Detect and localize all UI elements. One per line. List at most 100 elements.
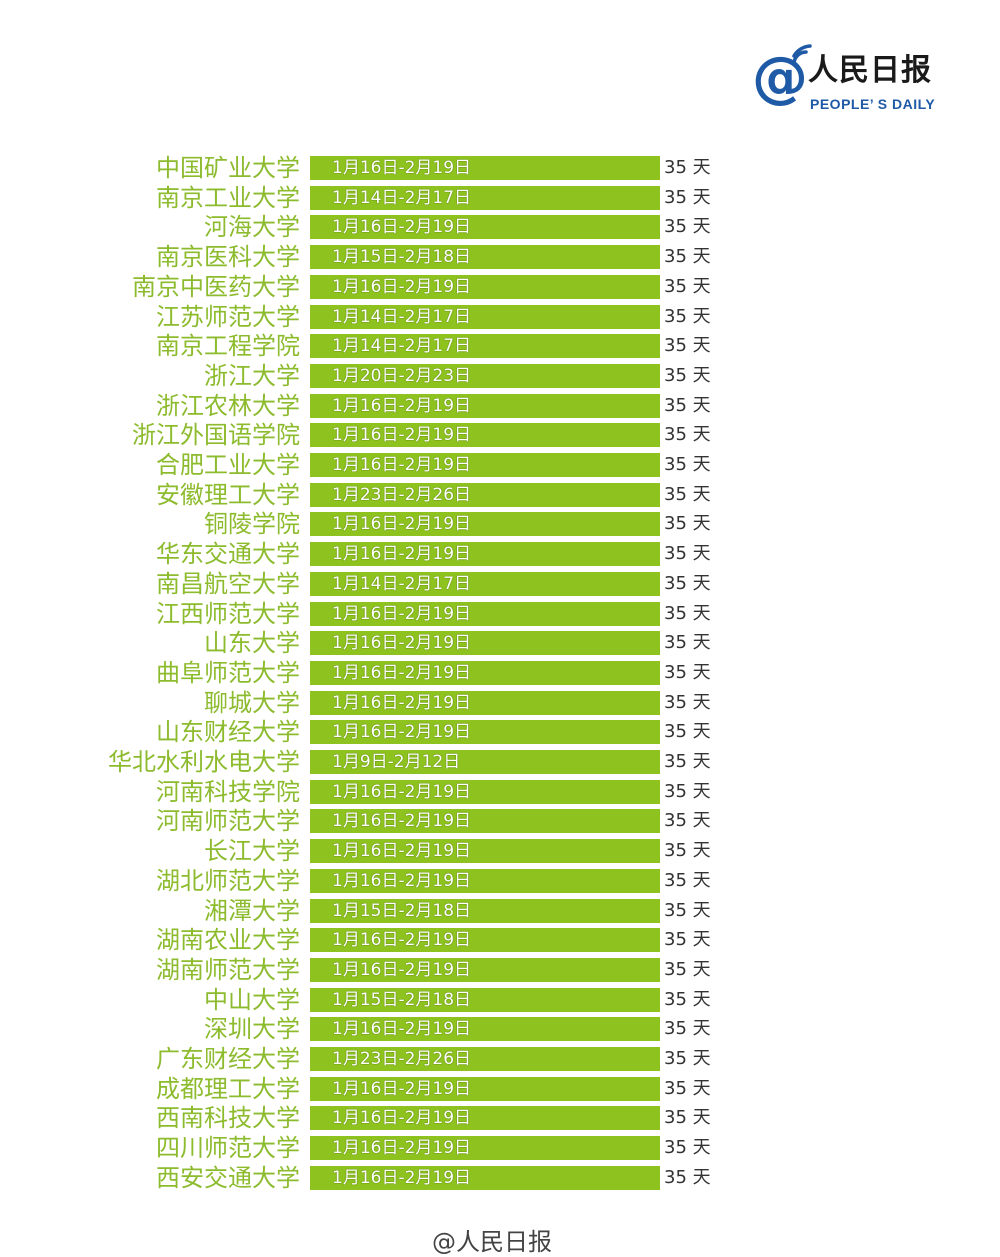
- bar: [310, 215, 660, 239]
- value-label: 35 天: [664, 157, 711, 178]
- bar: [310, 275, 660, 299]
- date-range-label: 1月16日-2月19日: [332, 514, 472, 534]
- value-label: 35 天: [664, 1167, 711, 1188]
- category-label: 西南科技大学: [156, 1104, 300, 1132]
- value-label: 35 天: [664, 781, 711, 802]
- chart-row: 四川师范大学 1月16日-2月19日 35 天: [0, 1134, 1000, 1162]
- value-label: 35 天: [664, 484, 711, 505]
- value-label: 35 天: [664, 810, 711, 831]
- date-range-label: 1月16日-2月19日: [332, 811, 472, 831]
- category-label: 合肥工业大学: [156, 451, 300, 479]
- chart-row: 长江大学 1月16日-2月19日 35 天: [0, 837, 1000, 865]
- category-label: 河南科技学院: [156, 778, 300, 806]
- value-label: 35 天: [664, 632, 711, 653]
- category-label: 中山大学: [204, 986, 300, 1014]
- chart-row: 广东财经大学 1月23日-2月26日 35 天: [0, 1045, 1000, 1073]
- date-range-label: 1月14日-2月17日: [332, 574, 472, 594]
- category-label: 广东财经大学: [156, 1045, 300, 1073]
- chart-row: 中国矿业大学 1月16日-2月19日 35 天: [0, 154, 1000, 182]
- bar: [310, 1077, 660, 1101]
- bar: [310, 1047, 660, 1071]
- category-label: 湘潭大学: [204, 897, 300, 925]
- chart-row: 西南科技大学 1月16日-2月19日 35 天: [0, 1104, 1000, 1132]
- bar: [310, 899, 660, 923]
- date-range-label: 1月15日-2月18日: [332, 901, 472, 921]
- bar: [310, 334, 660, 358]
- value-label: 35 天: [664, 187, 711, 208]
- bar: [310, 542, 660, 566]
- bar: [310, 691, 660, 715]
- value-label: 35 天: [664, 1078, 711, 1099]
- date-range-label: 1月16日-2月19日: [332, 425, 472, 445]
- value-label: 35 天: [664, 573, 711, 594]
- date-range-label: 1月16日-2月19日: [332, 782, 472, 802]
- value-label: 35 天: [664, 1018, 711, 1039]
- category-label: 浙江农林大学: [156, 392, 300, 420]
- value-label: 35 天: [664, 900, 711, 921]
- date-range-label: 1月16日-2月19日: [332, 960, 472, 980]
- chart-row: 湖南师范大学 1月16日-2月19日 35 天: [0, 956, 1000, 984]
- category-label: 成都理工大学: [156, 1075, 300, 1103]
- chart-row: 江西师范大学 1月16日-2月19日 35 天: [0, 600, 1000, 628]
- date-range-label: 1月16日-2月19日: [332, 604, 472, 624]
- chart-row: 铜陵学院 1月16日-2月19日 35 天: [0, 510, 1000, 538]
- category-label: 湖南师范大学: [156, 956, 300, 984]
- chart-row: 湘潭大学 1月15日-2月18日 35 天: [0, 897, 1000, 925]
- chart-row: 浙江大学 1月20日-2月23日 35 天: [0, 362, 1000, 390]
- peoples-daily-logo: @ 人民日报 PEOPLE’ S DAILY: [752, 44, 952, 118]
- value-label: 35 天: [664, 424, 711, 445]
- category-label: 江西师范大学: [156, 600, 300, 628]
- date-range-label: 1月16日-2月19日: [332, 663, 472, 683]
- category-label: 河海大学: [204, 213, 300, 241]
- category-label: 山东财经大学: [156, 718, 300, 746]
- date-range-label: 1月16日-2月19日: [332, 1108, 472, 1128]
- chart-row: 聊城大学 1月16日-2月19日 35 天: [0, 689, 1000, 717]
- value-label: 35 天: [664, 929, 711, 950]
- logo-chinese-name: 人民日报: [808, 53, 932, 88]
- category-label: 四川师范大学: [156, 1134, 300, 1162]
- bar: [310, 1136, 660, 1160]
- value-label: 35 天: [664, 246, 711, 267]
- bar: [310, 720, 660, 744]
- chart-row: 河海大学 1月16日-2月19日 35 天: [0, 213, 1000, 241]
- chart-row: 南京中医药大学 1月16日-2月19日 35 天: [0, 273, 1000, 301]
- date-range-label: 1月16日-2月19日: [332, 1168, 472, 1188]
- bar: [310, 988, 660, 1012]
- bar: [310, 602, 660, 626]
- value-label: 35 天: [664, 1107, 711, 1128]
- footer-watermark-text: @人民日报: [432, 1228, 552, 1256]
- chart-row: 西安交通大学 1月16日-2月19日 35 天: [0, 1164, 1000, 1192]
- category-label: 深圳大学: [204, 1015, 300, 1043]
- value-label: 35 天: [664, 216, 711, 237]
- bar: [310, 1106, 660, 1130]
- bar: [310, 156, 660, 180]
- value-label: 35 天: [664, 306, 711, 327]
- category-label: 南昌航空大学: [156, 570, 300, 598]
- bar: [310, 631, 660, 655]
- bar: [310, 423, 660, 447]
- value-label: 35 天: [664, 721, 711, 742]
- chart-row: 南京工业大学 1月14日-2月17日 35 天: [0, 184, 1000, 212]
- value-label: 35 天: [664, 662, 711, 683]
- chart-row: 河南师范大学 1月16日-2月19日 35 天: [0, 807, 1000, 835]
- category-label: 南京工业大学: [156, 184, 300, 212]
- value-label: 35 天: [664, 959, 711, 980]
- chart-row: 山东财经大学 1月16日-2月19日 35 天: [0, 718, 1000, 746]
- bar: [310, 958, 660, 982]
- chart-row: 浙江外国语学院 1月16日-2月19日 35 天: [0, 421, 1000, 449]
- bar: [310, 750, 660, 774]
- date-range-label: 1月15日-2月18日: [332, 990, 472, 1010]
- date-range-label: 1月16日-2月19日: [332, 722, 472, 742]
- bar: [310, 394, 660, 418]
- category-label: 长江大学: [204, 837, 300, 865]
- bar: [310, 780, 660, 804]
- date-range-label: 1月14日-2月17日: [332, 188, 472, 208]
- value-label: 35 天: [664, 395, 711, 416]
- logo-at-symbol: @: [752, 45, 808, 110]
- value-label: 35 天: [664, 543, 711, 564]
- date-range-label: 1月16日-2月19日: [332, 871, 472, 891]
- signal-waves-icon: [792, 44, 812, 66]
- category-label: 安徽理工大学: [156, 481, 300, 509]
- value-label: 35 天: [664, 276, 711, 297]
